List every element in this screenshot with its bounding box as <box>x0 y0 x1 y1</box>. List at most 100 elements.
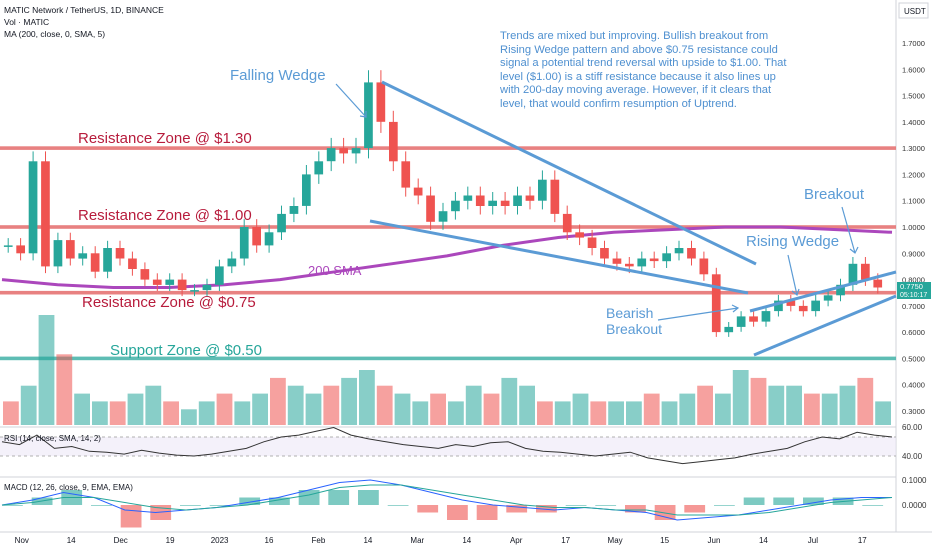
breakout-arrow <box>841 206 856 254</box>
macd-hist-bar <box>298 490 320 505</box>
macd-hist-bar <box>595 505 617 506</box>
ma-200-label: 200 SMA <box>308 263 362 278</box>
candle-body <box>823 295 833 301</box>
candle-body <box>376 82 386 122</box>
macd-hist-bar <box>387 505 409 506</box>
rsi-tick-40: 40.00 <box>902 452 923 461</box>
rising-wedge-lower-line <box>753 294 897 357</box>
volume-bar <box>198 401 215 425</box>
macd-tick-0.1: 0.1000 <box>902 476 927 485</box>
candle-body <box>786 300 796 306</box>
candle-body <box>575 232 584 238</box>
price-tick: 0.7000 <box>902 302 925 311</box>
macd-hist-bar <box>506 505 528 513</box>
level-line <box>0 225 896 229</box>
rsi-tick-60: 60.00 <box>902 423 923 432</box>
bearish-label-line2: Breakout <box>606 321 662 337</box>
macd-hist-bar <box>684 505 706 513</box>
candle-body <box>525 195 535 201</box>
candle-body <box>239 227 249 259</box>
currency-badge[interactable]: USDT <box>904 7 926 16</box>
time-tick: Feb <box>312 536 326 545</box>
candle-body <box>836 284 845 296</box>
candle-body <box>711 274 721 333</box>
candle-body <box>736 316 746 327</box>
volume-bar <box>305 393 322 425</box>
volume-bar <box>3 401 19 425</box>
volume-bar <box>163 401 179 425</box>
candle-body <box>115 248 125 259</box>
time-tick: 2023 <box>211 536 229 545</box>
volume-bar <box>875 401 891 425</box>
volume-bar <box>608 401 624 425</box>
volume-bar <box>74 393 90 425</box>
candle-body <box>674 248 684 254</box>
volume-bar <box>323 385 340 425</box>
signal-line <box>1 484 893 516</box>
price-tick: 0.3000 <box>902 407 925 416</box>
volume-bar <box>270 377 286 425</box>
macd-hist-bar <box>269 497 290 505</box>
volume-bar <box>145 385 162 425</box>
candle-body <box>587 237 597 248</box>
volume-bar <box>626 401 642 425</box>
candle-body <box>550 179 560 214</box>
volume-bar <box>821 393 838 425</box>
rsi-line <box>1 426 893 465</box>
macd-hist-bar <box>417 505 439 513</box>
candle-body <box>600 248 609 259</box>
candle-body <box>252 227 261 246</box>
macd-hist-bar <box>654 505 676 520</box>
time-tick: 17 <box>561 536 570 545</box>
price-tick: 1.5000 <box>902 92 925 101</box>
candle-body <box>724 326 734 333</box>
last-price: 0.7750 <box>900 282 923 291</box>
volume-bar <box>590 401 607 425</box>
breakout-arrowhead <box>849 246 859 254</box>
macd-hist-bar <box>328 490 350 505</box>
time-axis: Nov 14 Dec 19 2023 16 Feb 14 Mar 14 Apr 17 May 15 Jun 1… <box>15 536 868 545</box>
volume-bar <box>786 385 802 425</box>
candle-body <box>190 290 199 292</box>
analysis-note: Trends are mixed but improving. Bullish … <box>500 30 787 110</box>
candle-body <box>128 258 137 269</box>
pattern-lines <box>369 80 897 357</box>
candle-body <box>413 187 423 196</box>
candle-body <box>364 82 373 149</box>
currency-badge-box[interactable] <box>898 2 929 19</box>
macd-legend: MACD (12, 26, close, 9, EMA, EMA) <box>4 483 133 492</box>
time-tick: May <box>608 536 623 545</box>
candle-body <box>90 253 100 272</box>
volume-bar <box>181 409 197 425</box>
volume-legend: Vol · MATIC <box>4 17 49 27</box>
time-tick: 15 <box>660 536 669 545</box>
time-tick: Nov <box>15 536 29 545</box>
ma-200-line <box>1 225 893 289</box>
candle-body <box>513 195 522 206</box>
macd-hist-bar <box>120 505 142 528</box>
candle-body <box>649 258 659 262</box>
ma-legend: MA (200, close, 0, SMA, 5) <box>4 29 105 39</box>
volume-bar <box>857 377 874 425</box>
volume-bar <box>572 393 589 425</box>
candle-body <box>314 161 324 175</box>
time-tick: 19 <box>166 536 175 545</box>
volume-bar <box>839 385 856 425</box>
candle-body <box>302 174 311 206</box>
candle-body <box>152 279 162 285</box>
volume-bar <box>412 401 429 425</box>
price-tick: 0.4000 <box>902 381 925 390</box>
time-tick: Jun <box>708 536 721 545</box>
candle-body <box>264 232 274 246</box>
support-050-label: Support Zone @ $0.50 <box>110 342 262 359</box>
volume-bar <box>359 370 375 425</box>
candle-body <box>16 245 25 254</box>
price-axis: 1.7000 1.6000 1.5000 1.4000 1.3000 1.2000 1.10… <box>902 39 925 416</box>
volume-bar <box>376 385 393 425</box>
candle-body <box>637 258 647 267</box>
rising-wedge-upper-line <box>749 270 897 313</box>
time-tick: 14 <box>67 536 76 545</box>
candle-body <box>749 316 758 322</box>
macd-hist-bar <box>565 505 587 506</box>
candle-body <box>798 305 808 312</box>
